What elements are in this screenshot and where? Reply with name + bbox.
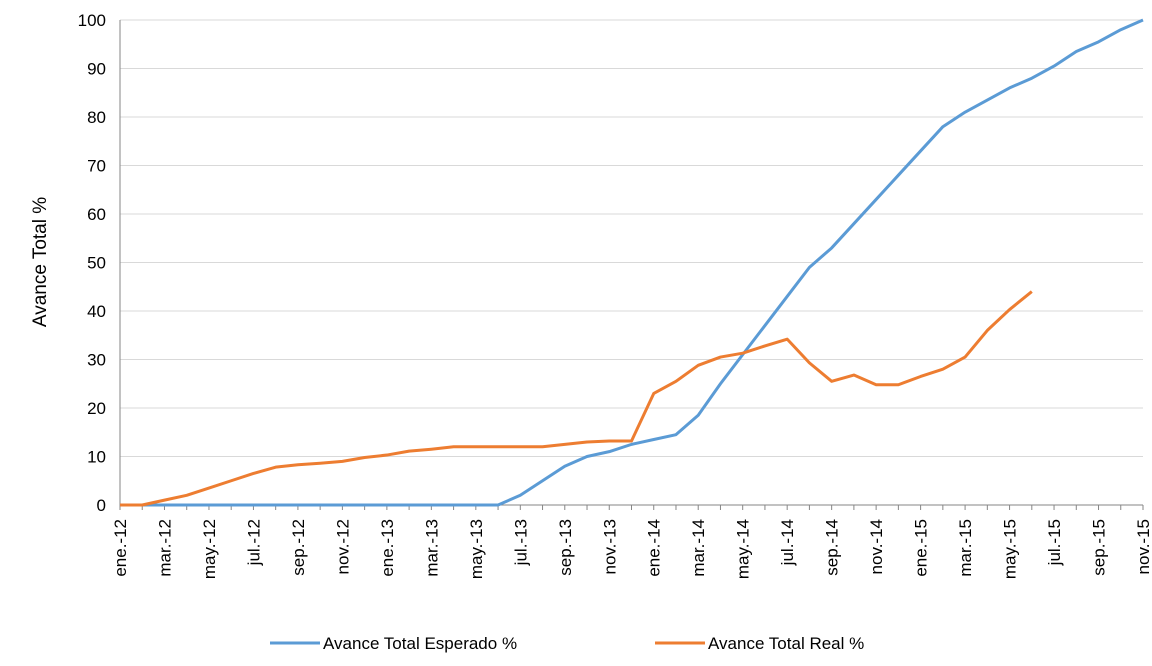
x-tick-label: nov.-13: [600, 519, 619, 574]
x-tick-label: may.-13: [467, 519, 486, 579]
x-tick-label: jul.-14: [778, 519, 797, 566]
x-tick-label: jul.-15: [1045, 519, 1064, 566]
x-tick-label: nov.-14: [867, 519, 886, 574]
x-tick-label: ene.-15: [912, 519, 931, 577]
series-line: [120, 290, 1033, 507]
y-tick-label: 90: [87, 60, 106, 79]
x-tick-label: ene.-13: [378, 519, 397, 577]
x-tick-label: nov.-12: [333, 519, 352, 574]
series-line: [120, 18, 1144, 507]
x-tick-label: ene.-14: [645, 519, 664, 577]
x-tick-label: may.-15: [1001, 519, 1020, 579]
x-tick-label: jul.-13: [511, 519, 530, 566]
y-axis-title: Avance Total %: [30, 197, 51, 327]
x-tick-label: may.-14: [734, 519, 753, 579]
y-tick-label: 0: [97, 496, 106, 515]
x-tick-label: sep.-14: [823, 519, 842, 576]
x-tick-label: sep.-12: [289, 519, 308, 576]
x-tick-label: sep.-15: [1090, 519, 1109, 576]
y-tick-label: 50: [87, 254, 106, 273]
x-tick-label: nov.-15: [1134, 519, 1152, 574]
x-tick-label: mar.-13: [422, 519, 441, 577]
y-tick-label: 10: [87, 448, 106, 467]
x-tick-label: mar.-15: [956, 519, 975, 577]
x-tick-label: mar.-14: [689, 519, 708, 577]
y-tick-label: 80: [87, 108, 106, 127]
x-tick-label: sep.-13: [556, 519, 575, 576]
y-tick-label: 20: [87, 399, 106, 418]
legend-label: Avance Total Esperado %: [323, 634, 517, 653]
y-tick-label: 70: [87, 157, 106, 176]
legend-label: Avance Total Real %: [708, 634, 864, 653]
x-tick-label: jul.-12: [244, 519, 263, 566]
y-tick-label: 60: [87, 205, 106, 224]
x-tick-label: mar.-12: [155, 519, 174, 577]
y-tick-label: 100: [78, 11, 106, 30]
y-tick-label: 30: [87, 351, 106, 370]
x-tick-label: ene.-12: [111, 519, 130, 577]
x-tick-label: may.-12: [200, 519, 219, 579]
y-tick-label: 40: [87, 302, 106, 321]
